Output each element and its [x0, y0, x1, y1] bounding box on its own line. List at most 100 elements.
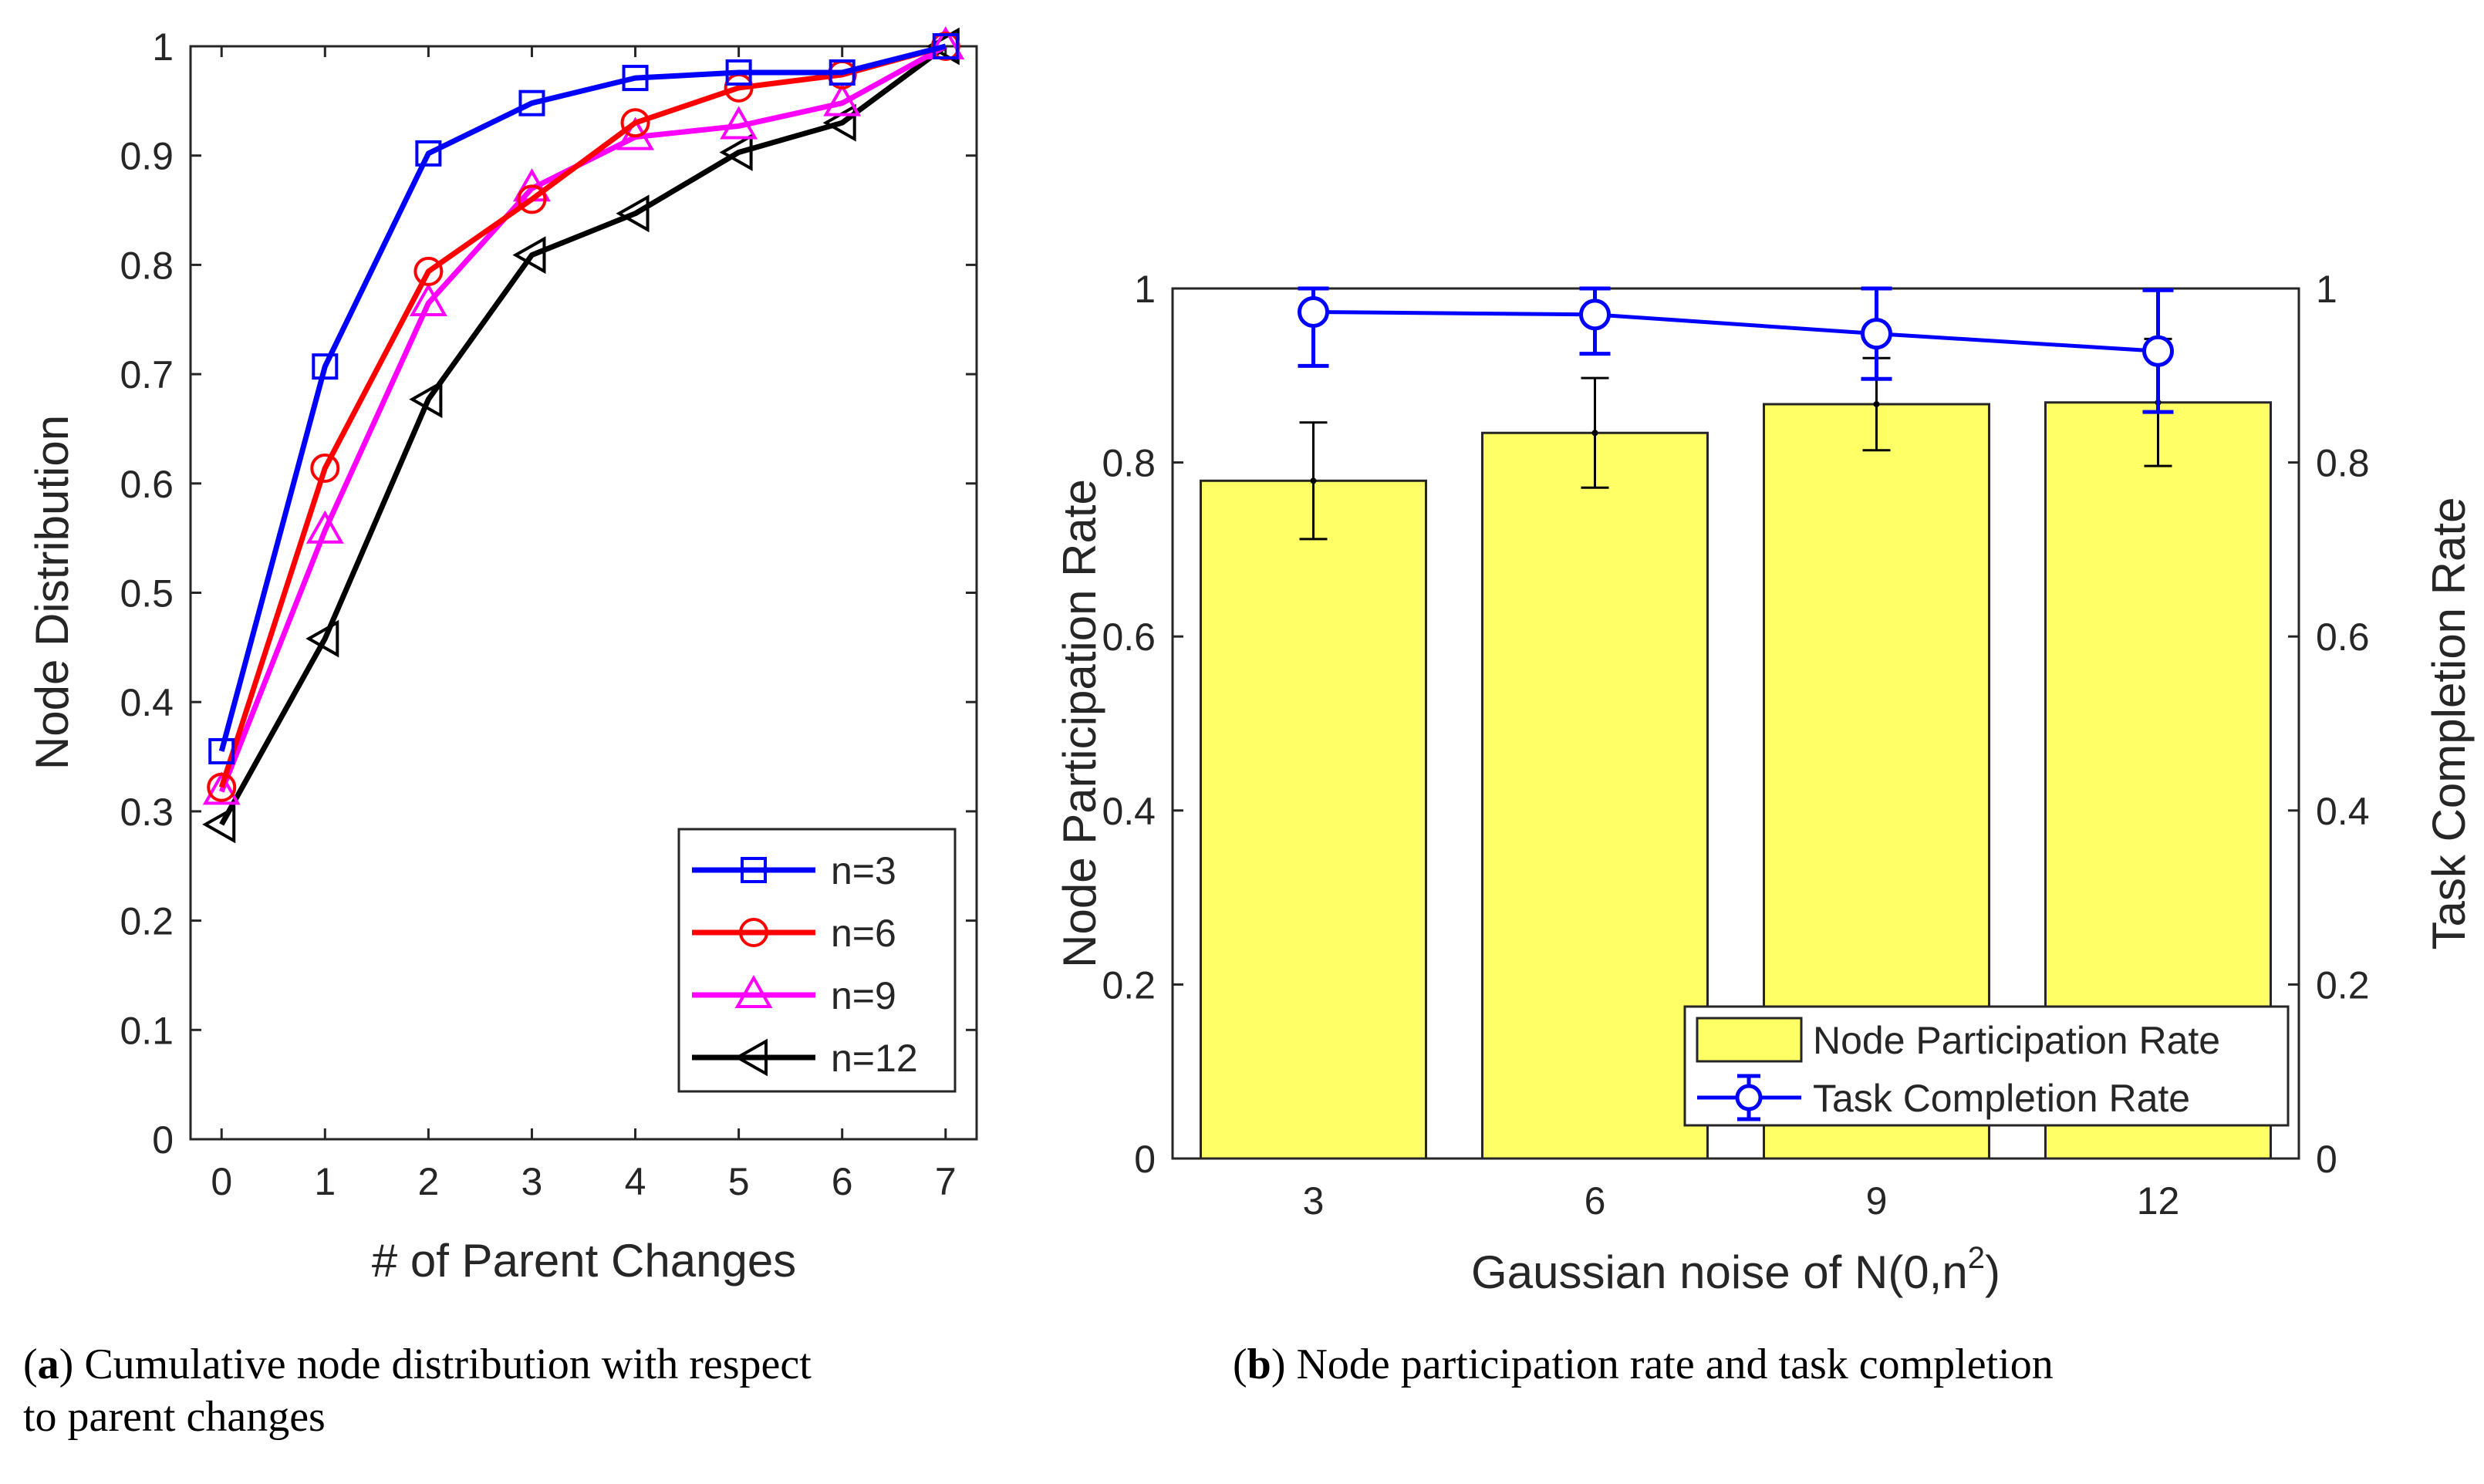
- caption-b: (b) Node participation rate and task com…: [1233, 1341, 2054, 1388]
- chart-a-point-n=9: [202, 771, 241, 805]
- chart-a-point-n=6: [620, 108, 650, 138]
- chart-a-point-n=3: [518, 89, 545, 116]
- chart-b-right-y-tick-label: 0.6: [2316, 616, 2370, 659]
- caption-a-text-line2: to parent changes: [23, 1393, 326, 1441]
- chart-a-point-n=3: [829, 59, 856, 86]
- chart-a-point-n=9: [409, 282, 447, 316]
- chart-a-legend: n=3 n=6 n=9 n=12: [677, 828, 957, 1093]
- chart-b-x-label-end: ): [1985, 1246, 2000, 1298]
- chart-a-legend-marker: [734, 1038, 768, 1077]
- chart-b-line-point: [1861, 318, 1892, 350]
- chart-a-series-line-n=3: [218, 43, 947, 752]
- chart-b-x-tick-label: 6: [1585, 1179, 1606, 1223]
- chart-b-x-label-sup: 2: [1968, 1241, 1985, 1275]
- chart-a-point-n=12: [409, 380, 443, 419]
- chart-b-legend-label: Node Participation Rate: [1813, 1019, 2220, 1062]
- chart-b-legend-swatch-bar: [1696, 1017, 1803, 1063]
- chart-a-legend-label: n=6: [831, 912, 896, 955]
- chart-b-y-tick-label: 0.2: [1102, 963, 1156, 1007]
- chart-b: 0 0 0.2 0.2 0.4 0.4 0.6 0.6 0.8 0.8 1 1 3 6 9 12 Gauss…: [1054, 268, 2475, 1298]
- chart-a-point-n=9: [823, 83, 862, 116]
- chart-a-point-n=3: [725, 59, 752, 86]
- chart-b-x-tick-label: 12: [2137, 1179, 2180, 1223]
- chart-b-legend-label: Task Completion Rate: [1813, 1077, 2190, 1120]
- chart-b-y-tick-label: 0: [1134, 1138, 1156, 1181]
- chart-a-legend-marker: [741, 857, 767, 883]
- chart-b-y-tick-label: 1: [1134, 268, 1156, 311]
- chart-a-y-tick-label: 0.3: [120, 791, 174, 834]
- chart-b-right-y-axis-label: Task Completion Rate: [2423, 497, 2475, 950]
- chart-b-x-axis-label: Gaussian noise of N(0,n2): [1471, 1241, 2000, 1298]
- chart-b-y-tick-label: 0.6: [1102, 616, 1156, 659]
- chart-b-right-y-tick-label: 0.2: [2316, 963, 2370, 1007]
- chart-b-bar-6: [1481, 431, 1709, 1160]
- chart-b-bar-mean-dot: [1591, 430, 1598, 437]
- chart-a-y-tick-label: 0.7: [120, 353, 174, 396]
- chart-a-legend-label: n=12: [831, 1037, 918, 1080]
- chart-a-point-n=9: [720, 106, 758, 140]
- chart-a-x-tick-label: 0: [211, 1160, 232, 1203]
- chart-a-point-n=3: [622, 65, 649, 92]
- chart-b-x-tick-label: 3: [1303, 1179, 1325, 1223]
- chart-a-y-tick-label: 0.6: [120, 463, 174, 506]
- chart-a-series-line-n=12: [219, 44, 947, 826]
- chart-a-y-tick-label: 0.8: [120, 244, 174, 287]
- chart-b-line-point: [1579, 298, 1611, 331]
- chart-b-y-tick-label: 0.8: [1102, 442, 1156, 485]
- caption-a-text: Cumulative node distribution with respec…: [73, 1341, 812, 1388]
- chart-a-x-tick-label: 6: [832, 1160, 853, 1203]
- chart-a-y-tick-label: 0.4: [120, 681, 174, 724]
- chart-a-point-n=3: [415, 140, 442, 167]
- chart-a-x-tick-label: 7: [935, 1160, 957, 1203]
- chart-a-point-n=3: [208, 737, 235, 764]
- chart-a-point-n=6: [413, 256, 444, 286]
- chart-b-x-label-text: Gaussian noise of N(0,n: [1471, 1246, 1968, 1298]
- chart-a-point-n=3: [312, 353, 339, 380]
- chart-a-point-n=6: [207, 772, 237, 802]
- chart-b-bar-mean-dot: [1310, 477, 1317, 484]
- chart-a-point-n=3: [932, 33, 959, 59]
- chart-a-point-n=12: [305, 619, 339, 658]
- chart-b-y-tick-label: 0.4: [1102, 790, 1156, 833]
- chart-a-point-n=12: [719, 133, 753, 171]
- chart-a-legend-marker: [734, 974, 773, 1008]
- chart-a-x-tick-label: 5: [728, 1160, 750, 1203]
- chart-b-bar-3: [1200, 479, 1427, 1160]
- chart-b-y-axis-label: Node Participation Rate: [1054, 479, 1105, 968]
- chart-a-y-tick-label: 0.1: [120, 1009, 174, 1052]
- chart-b-task-completion-line: [1313, 309, 2158, 353]
- chart-a: 0 0.1 0.2 0.3 0.4 0.5 0.6 0.7 0.8 0.9 1 0 1 2 3 4 5 6 7 #…: [26, 25, 978, 1287]
- chart-b-legend-marker: [1735, 1084, 1763, 1111]
- chart-a-point-n=12: [512, 236, 546, 275]
- chart-b-bar-mean-dot: [1873, 401, 1880, 408]
- chart-a-x-tick-label: 2: [417, 1160, 439, 1203]
- chart-a-y-axis-label: Node Distribution: [26, 415, 78, 770]
- chart-a-y-tick-label: 0.2: [120, 900, 174, 943]
- chart-a-point-n=12: [616, 194, 650, 233]
- chart-b-legend: Node Participation Rate Task Completion R…: [1683, 1005, 2290, 1127]
- chart-a-x-tick-label: 4: [625, 1160, 646, 1203]
- chart-a-point-n=9: [305, 510, 344, 544]
- chart-a-point-n=12: [202, 805, 236, 844]
- chart-a-y-tick-label: 0: [152, 1118, 174, 1162]
- chart-a-x-tick-label: 3: [521, 1160, 543, 1203]
- chart-b-line-point: [1298, 295, 1329, 328]
- chart-a-y-tick-label: 1: [152, 25, 174, 69]
- chart-a-point-n=6: [310, 453, 340, 483]
- caption-a: (a) Cumulative node distribution with re…: [23, 1341, 812, 1441]
- caption-b-label: b: [1247, 1341, 1271, 1388]
- chart-b-right-y-tick-label: 0.4: [2316, 790, 2370, 833]
- caption-b-text: Node participation rate and task complet…: [1285, 1341, 2054, 1388]
- chart-a-series-line-n=6: [218, 43, 947, 788]
- chart-b-right-y-tick-label: 0.8: [2316, 442, 2370, 485]
- chart-a-y-tick-label: 0.5: [120, 572, 174, 616]
- caption-a-label: a: [37, 1341, 59, 1388]
- chart-a-legend-label: n=3: [831, 849, 896, 892]
- chart-a-legend-label: n=9: [831, 974, 896, 1017]
- chart-a-x-axis-label: # of Parent Changes: [372, 1235, 796, 1287]
- chart-a-legend-marker: [739, 918, 768, 947]
- chart-a-point-n=6: [517, 184, 547, 214]
- chart-b-line-point: [2142, 335, 2174, 367]
- chart-b-right-y-tick-label: 0: [2316, 1138, 2337, 1181]
